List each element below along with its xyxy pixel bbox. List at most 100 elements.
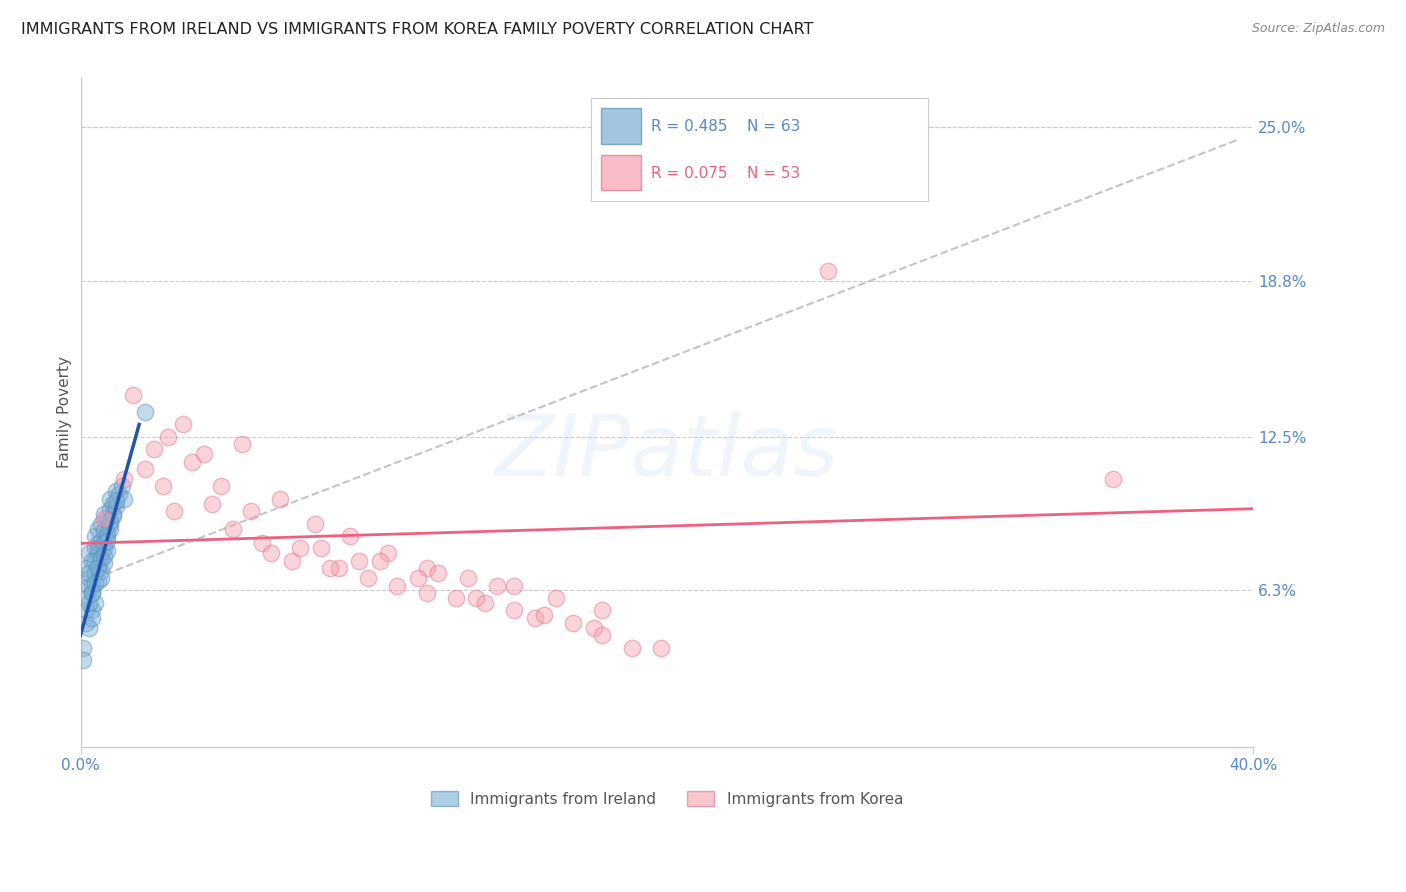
Point	[75, 615, 97, 630]
Point	[84, 541, 107, 556]
Point	[181, 455, 204, 469]
Text: Source: ZipAtlas.com: Source: ZipAtlas.com	[1251, 22, 1385, 36]
Point	[79, 546, 101, 560]
Point	[444, 591, 467, 605]
Point	[96, 511, 118, 525]
Point	[290, 541, 312, 556]
Point	[87, 558, 110, 573]
Point	[650, 640, 672, 655]
Point	[82, 578, 104, 592]
Point	[201, 497, 224, 511]
Point	[172, 417, 194, 432]
Point	[368, 554, 391, 568]
Point	[474, 596, 496, 610]
Point	[239, 504, 262, 518]
Text: R = 0.075    N = 53: R = 0.075 N = 53	[651, 166, 800, 180]
Point	[90, 564, 112, 578]
Point	[385, 578, 408, 592]
Point	[427, 566, 450, 581]
Point	[134, 462, 156, 476]
Text: R = 0.485    N = 63: R = 0.485 N = 63	[651, 120, 800, 135]
Point	[562, 615, 585, 630]
Point	[75, 603, 97, 617]
Point	[98, 491, 121, 506]
Point	[620, 640, 643, 655]
Point	[87, 561, 110, 575]
Text: IMMIGRANTS FROM IRELAND VS IMMIGRANTS FROM KOREA FAMILY POVERTY CORRELATION CHAR: IMMIGRANTS FROM IRELAND VS IMMIGRANTS FR…	[21, 22, 814, 37]
Point	[209, 479, 232, 493]
Point	[319, 561, 342, 575]
Point	[96, 544, 118, 558]
Point	[357, 571, 380, 585]
Point	[280, 554, 302, 568]
Point	[84, 596, 107, 610]
Bar	[600, 154, 641, 190]
Point	[79, 571, 101, 585]
Point	[304, 516, 326, 531]
Point	[193, 447, 215, 461]
Point	[503, 578, 526, 592]
Point	[87, 541, 110, 556]
Point	[87, 536, 110, 550]
Point	[269, 491, 291, 506]
Point	[79, 596, 101, 610]
Point	[93, 549, 115, 563]
Point	[96, 529, 118, 543]
Point	[114, 491, 136, 506]
Point	[110, 479, 132, 493]
Point	[457, 571, 479, 585]
Y-axis label: Family Poverty: Family Poverty	[58, 356, 72, 468]
Point	[84, 554, 107, 568]
Point	[98, 522, 121, 536]
Point	[415, 586, 437, 600]
Point	[93, 541, 115, 556]
Point	[90, 551, 112, 566]
Point	[98, 514, 121, 528]
Point	[82, 554, 104, 568]
Point	[84, 576, 107, 591]
Point	[101, 507, 124, 521]
Point	[817, 264, 839, 278]
Point	[533, 608, 555, 623]
Point	[591, 603, 613, 617]
Point	[98, 501, 121, 516]
Point	[377, 546, 399, 560]
Point	[524, 611, 547, 625]
Point	[75, 561, 97, 575]
Point	[93, 507, 115, 521]
Bar	[600, 108, 641, 145]
Point	[309, 541, 332, 556]
Point	[84, 529, 107, 543]
Point	[98, 516, 121, 531]
Point	[75, 591, 97, 605]
Point	[87, 574, 110, 588]
Text: ZIPatlas: ZIPatlas	[495, 410, 839, 493]
Point	[90, 533, 112, 548]
Point	[328, 561, 350, 575]
Point	[134, 405, 156, 419]
Point	[503, 603, 526, 617]
Point	[122, 387, 145, 401]
Point	[339, 529, 361, 543]
Point	[157, 430, 180, 444]
Point	[82, 611, 104, 625]
Point	[415, 561, 437, 575]
Legend: Immigrants from Ireland, Immigrants from Korea: Immigrants from Ireland, Immigrants from…	[425, 784, 910, 813]
Point	[90, 551, 112, 566]
Point	[582, 621, 605, 635]
Point	[101, 497, 124, 511]
Point	[231, 437, 253, 451]
Point	[163, 504, 186, 518]
Point	[485, 578, 508, 592]
Point	[222, 522, 245, 536]
Point	[104, 494, 127, 508]
Point	[93, 524, 115, 538]
Point	[93, 536, 115, 550]
Point	[72, 653, 94, 667]
Point	[252, 536, 274, 550]
Point	[79, 621, 101, 635]
Point	[101, 509, 124, 524]
Point	[1101, 472, 1123, 486]
Point	[82, 586, 104, 600]
Point	[152, 479, 174, 493]
